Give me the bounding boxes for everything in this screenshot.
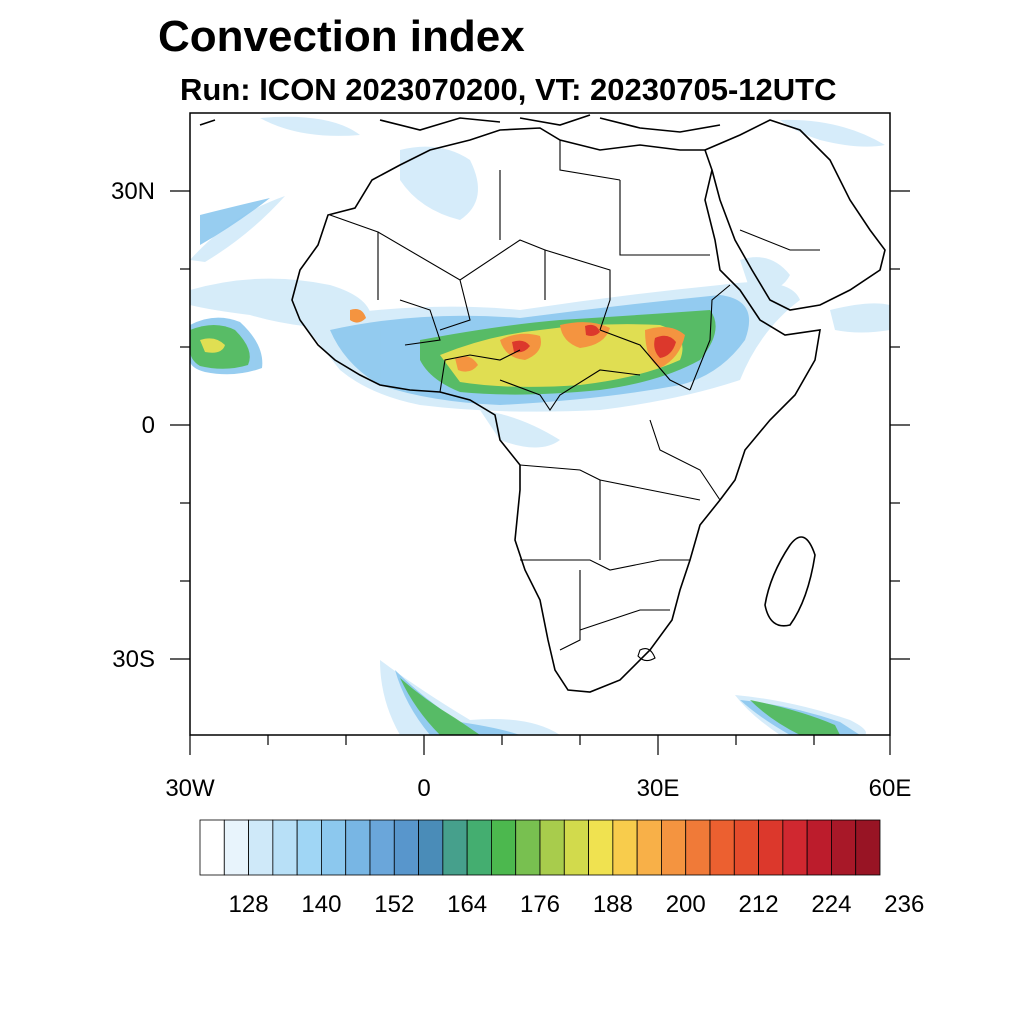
colorbar-swatch bbox=[199, 819, 225, 876]
colorbar-label: 236 bbox=[884, 891, 924, 918]
colorbar-swatch bbox=[709, 819, 735, 876]
convection-field bbox=[190, 116, 890, 735]
colorbar-swatch bbox=[272, 819, 298, 876]
colorbar-swatch bbox=[393, 819, 419, 876]
colorbar-label: 176 bbox=[520, 891, 560, 918]
colorbar-labels: 128 140 152 164 176 188 200 212 224 236 bbox=[229, 891, 925, 918]
coastlines bbox=[199, 114, 886, 693]
lat-label-eq: 0 bbox=[142, 412, 155, 439]
lon-label-30w: 30W bbox=[165, 775, 215, 802]
colorbar-swatch bbox=[733, 819, 759, 876]
colorbar-swatch bbox=[248, 819, 274, 876]
colorbar-swatch bbox=[782, 819, 808, 876]
map-subtitle: Run: ICON 2023070200, VT: 20230705-12UTC bbox=[180, 72, 837, 107]
colorbar-swatch bbox=[491, 819, 517, 876]
colorbar-swatch bbox=[758, 819, 784, 876]
colorbar-label: 212 bbox=[739, 891, 779, 918]
colorbar-label: 164 bbox=[447, 891, 487, 918]
colorbar-swatch bbox=[563, 819, 589, 876]
colorbar-swatch bbox=[685, 819, 711, 876]
colorbar-label: 128 bbox=[229, 891, 269, 918]
colorbar-swatch bbox=[466, 819, 492, 876]
colorbar-swatch bbox=[661, 819, 687, 876]
axis-ticks bbox=[170, 190, 910, 755]
colorbar bbox=[199, 819, 881, 876]
lon-label-60e: 60E bbox=[869, 775, 912, 802]
plot-frame bbox=[189, 112, 891, 736]
colorbar-swatch bbox=[806, 819, 832, 876]
colorbar-swatch bbox=[539, 819, 565, 876]
colorbar-swatch bbox=[296, 819, 322, 876]
map-title: Convection index bbox=[158, 12, 525, 61]
colorbar-swatch bbox=[369, 819, 395, 876]
colorbar-label: 140 bbox=[301, 891, 341, 918]
colorbar-swatch bbox=[831, 819, 857, 876]
colorbar-swatch bbox=[345, 819, 371, 876]
colorbar-label: 224 bbox=[811, 891, 851, 918]
lat-label-30n: 30N bbox=[111, 178, 155, 205]
colorbar-swatch bbox=[418, 819, 444, 876]
colorbar-label: 200 bbox=[666, 891, 706, 918]
colorbar-swatch bbox=[442, 819, 468, 876]
colorbar-swatch bbox=[636, 819, 662, 876]
colorbar-swatch bbox=[321, 819, 347, 876]
colorbar-swatch bbox=[612, 819, 638, 876]
colorbar-swatch bbox=[588, 819, 614, 876]
lat-label-30s: 30S bbox=[112, 646, 155, 673]
colorbar-swatch bbox=[515, 819, 541, 876]
lon-label-0: 0 bbox=[417, 775, 430, 802]
lon-label-30e: 30E bbox=[637, 775, 680, 802]
colorbar-label: 152 bbox=[374, 891, 414, 918]
country-borders bbox=[329, 140, 820, 662]
colorbar-swatch bbox=[223, 819, 249, 876]
colorbar-swatch bbox=[855, 819, 881, 876]
colorbar-label: 188 bbox=[593, 891, 633, 918]
